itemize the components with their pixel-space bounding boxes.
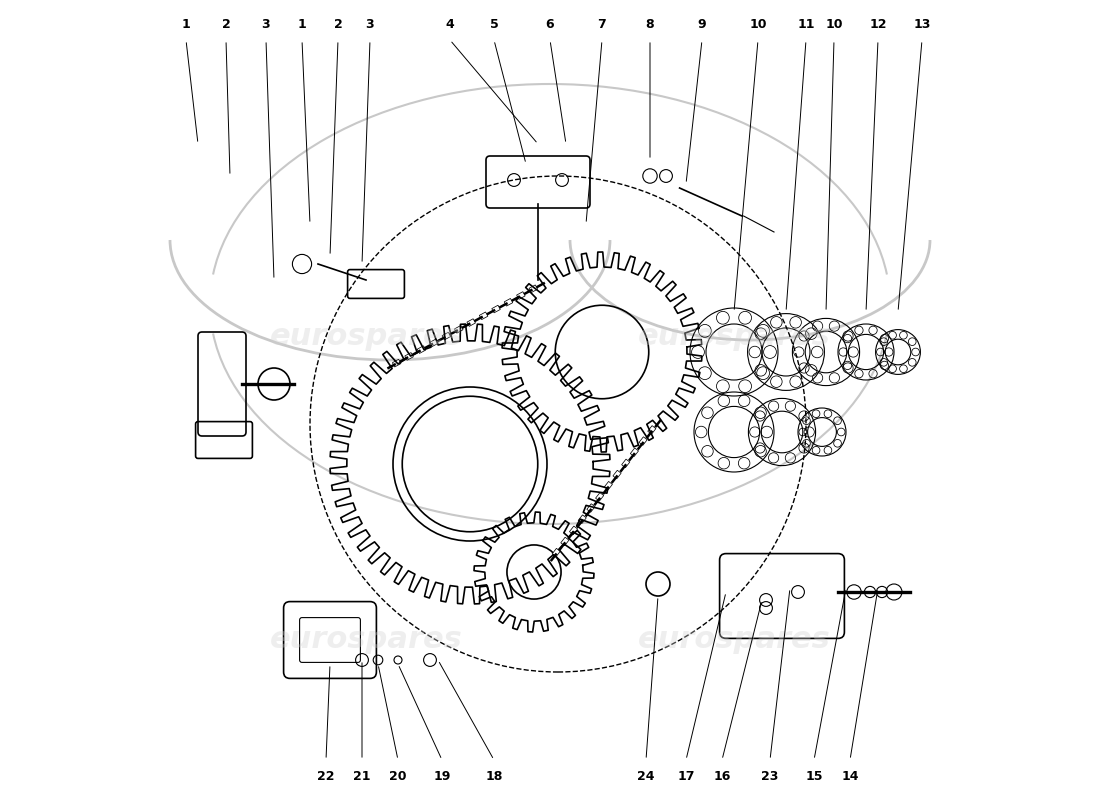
Text: 2: 2 <box>333 18 342 30</box>
Text: 7: 7 <box>597 18 606 30</box>
Bar <box>604 482 613 490</box>
Text: 2: 2 <box>221 18 230 30</box>
Text: 18: 18 <box>485 770 503 782</box>
Bar <box>417 346 426 354</box>
Bar <box>454 326 463 333</box>
Bar <box>639 437 647 446</box>
Bar <box>570 526 578 534</box>
Text: 10: 10 <box>749 18 767 30</box>
Text: 17: 17 <box>678 770 695 782</box>
Text: eurospares: eurospares <box>638 626 830 654</box>
Bar <box>529 285 538 293</box>
Text: 5: 5 <box>490 18 498 30</box>
Bar <box>442 332 451 340</box>
Bar <box>466 318 475 326</box>
Text: 8: 8 <box>646 18 654 30</box>
Text: 1: 1 <box>298 18 307 30</box>
Bar <box>621 459 630 468</box>
Text: 21: 21 <box>353 770 371 782</box>
Text: 20: 20 <box>389 770 407 782</box>
Text: 24: 24 <box>637 770 654 782</box>
Bar <box>430 339 438 346</box>
Text: 1: 1 <box>182 18 190 30</box>
Bar <box>552 548 560 557</box>
Text: 10: 10 <box>825 18 843 30</box>
Circle shape <box>293 254 311 274</box>
Bar <box>561 538 569 546</box>
Bar <box>648 426 656 434</box>
Text: 19: 19 <box>433 770 451 782</box>
Text: 6: 6 <box>546 18 554 30</box>
Bar <box>579 515 586 523</box>
Text: 4: 4 <box>446 18 454 30</box>
Bar <box>613 470 621 479</box>
Bar <box>405 353 414 360</box>
Bar <box>504 298 513 306</box>
Bar <box>480 312 488 319</box>
Text: 13: 13 <box>913 18 931 30</box>
Text: 22: 22 <box>317 770 334 782</box>
Text: 9: 9 <box>697 18 706 30</box>
Bar <box>517 292 525 299</box>
Text: 3: 3 <box>365 18 374 30</box>
Text: eurospares: eurospares <box>270 626 462 654</box>
Bar <box>587 504 595 512</box>
Bar <box>630 448 638 457</box>
Text: 23: 23 <box>761 770 779 782</box>
Text: 16: 16 <box>713 770 730 782</box>
Text: eurospares: eurospares <box>638 322 830 350</box>
Text: 11: 11 <box>798 18 815 30</box>
Bar <box>393 359 400 367</box>
Text: 12: 12 <box>869 18 887 30</box>
Bar <box>492 306 500 313</box>
Text: 14: 14 <box>842 770 859 782</box>
Text: 15: 15 <box>805 770 823 782</box>
Bar <box>595 493 604 501</box>
Text: 3: 3 <box>262 18 271 30</box>
Text: eurospares: eurospares <box>270 322 462 350</box>
